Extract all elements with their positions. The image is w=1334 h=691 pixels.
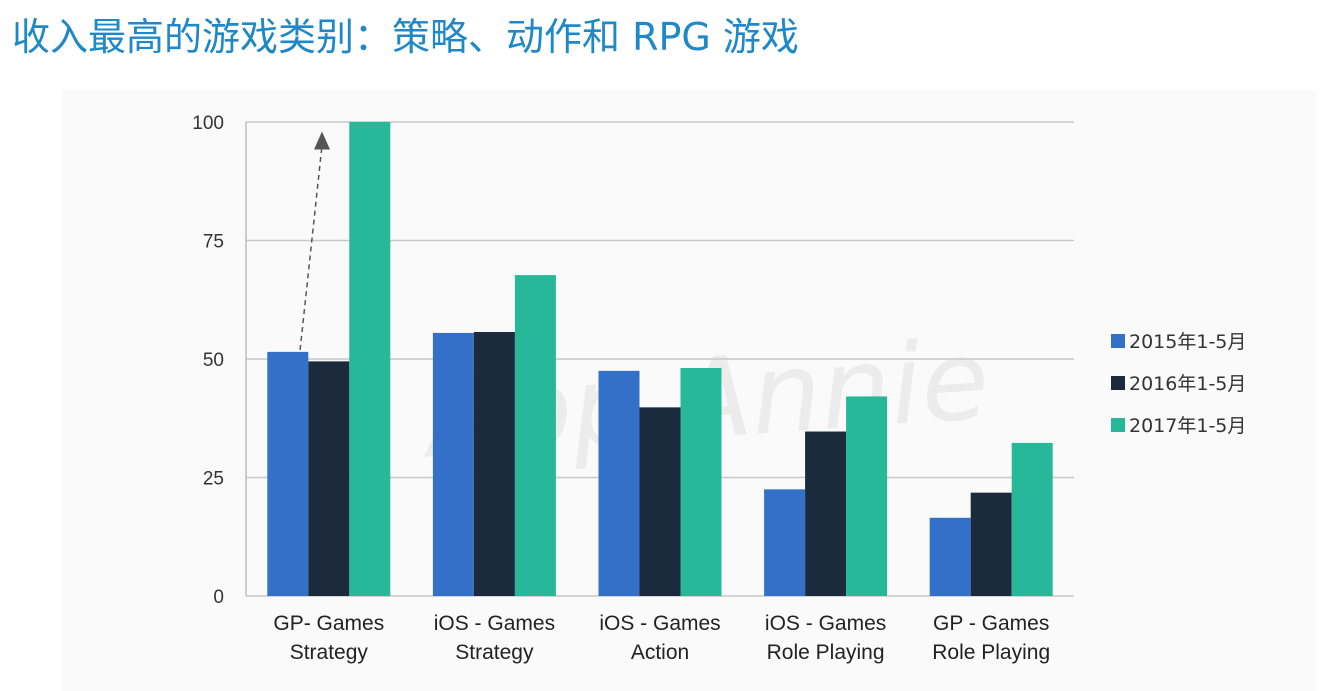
legend-swatch xyxy=(1111,334,1125,348)
x-category-label: Action xyxy=(631,641,689,664)
bar-1-5 xyxy=(929,517,971,596)
annotation-arrow xyxy=(299,131,330,350)
bar-2-3 xyxy=(639,407,681,596)
x-category-label: iOS - Games xyxy=(434,612,555,635)
bar-3-4 xyxy=(846,396,888,596)
annotation-arrow-head xyxy=(314,131,330,150)
bar-2-2 xyxy=(473,331,515,596)
bar-1-1 xyxy=(267,351,309,596)
x-category-label: Strategy xyxy=(455,641,534,664)
bar-3-1 xyxy=(349,122,391,596)
x-axis-labels: GP- Games Strategy iOS - Games Strategy iOS … xyxy=(273,612,1050,664)
x-category-label: Role Playing xyxy=(932,641,1050,664)
bar-1-2 xyxy=(432,332,474,596)
annotation-arrow-line xyxy=(299,145,323,350)
x-category-label: Strategy xyxy=(290,641,369,664)
bar-3-3 xyxy=(680,368,722,596)
slide-title: 收入最高的游戏类别：策略、动作和 RPG 游戏 xyxy=(12,15,799,59)
bar-3-5 xyxy=(1011,442,1053,596)
bars xyxy=(267,122,1053,596)
legend-swatch xyxy=(1111,418,1125,432)
bar-2-1 xyxy=(308,361,350,596)
bar-2-4 xyxy=(805,431,847,596)
legend-label: 2016年1-5月 xyxy=(1129,373,1246,395)
legend-label: 2015年1-5月 xyxy=(1129,331,1246,353)
bar-2-5 xyxy=(970,492,1012,596)
y-tick-label: 25 xyxy=(203,469,224,490)
bar-1-3 xyxy=(598,370,640,596)
y-tick-label: 0 xyxy=(213,587,224,608)
y-axis-ticks: 0 25 50 75 100 xyxy=(192,113,224,608)
y-tick-label: 50 xyxy=(203,350,224,371)
legend-label: 2017年1-5月 xyxy=(1129,415,1246,437)
x-category-label: Role Playing xyxy=(767,641,885,664)
y-tick-label: 100 xyxy=(192,113,224,134)
bar-3-2 xyxy=(514,275,556,596)
x-category-label: GP- Games xyxy=(273,612,384,635)
x-category-label: iOS - Games xyxy=(599,612,720,635)
legend-swatch xyxy=(1111,376,1125,390)
bar-1-4 xyxy=(764,489,806,596)
y-tick-label: 75 xyxy=(203,232,224,253)
legend: 2015年1-5月 2016年1-5月 2017年1-5月 xyxy=(1111,331,1246,437)
x-category-label: GP - Games xyxy=(933,612,1049,635)
x-category-label: iOS - Games xyxy=(765,612,886,635)
